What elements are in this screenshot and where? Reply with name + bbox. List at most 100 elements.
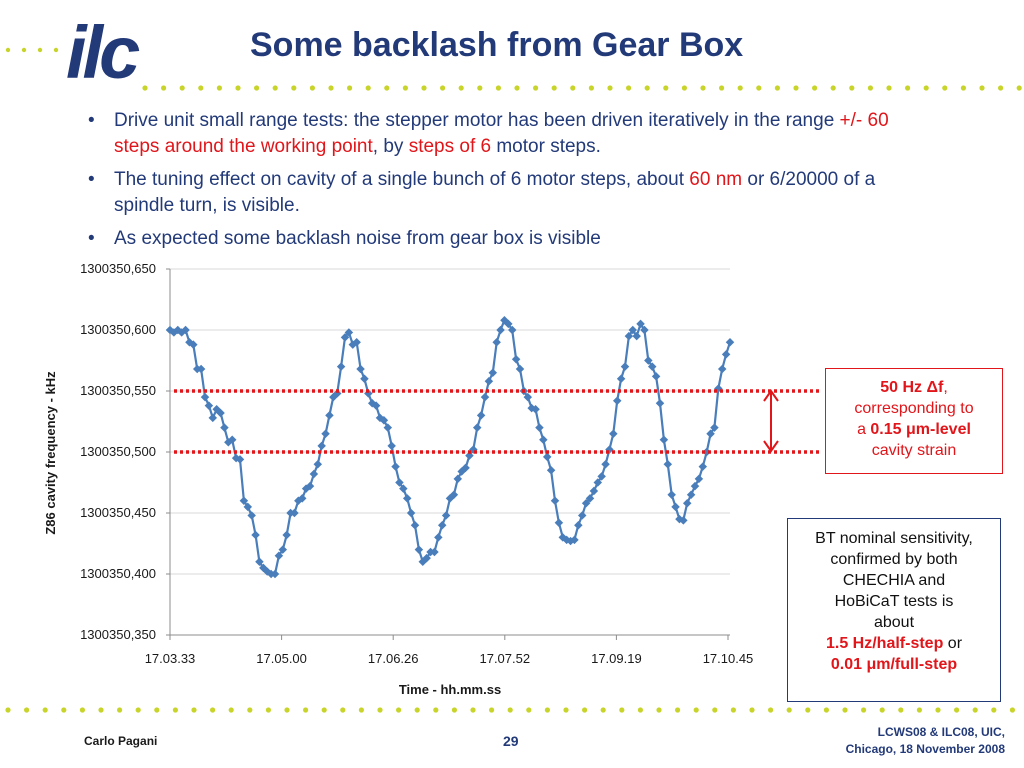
x-tick-label: 17.03.33 [145, 651, 196, 666]
data-point [511, 355, 521, 364]
data-point [216, 408, 225, 418]
y-tick-label: 1300350,450 [80, 505, 156, 520]
data-point [686, 490, 696, 499]
data-point [227, 435, 237, 445]
data-point [574, 520, 583, 530]
dot [458, 85, 464, 91]
dot [1016, 85, 1022, 91]
data-point [550, 496, 560, 506]
data-point [239, 496, 249, 506]
dot [272, 85, 278, 91]
y-tick-label: 1300350,550 [80, 383, 156, 398]
data-point [612, 396, 622, 406]
dot [247, 707, 253, 713]
dot [495, 85, 501, 91]
data-point [395, 478, 404, 487]
data-point [379, 416, 389, 425]
data-point [597, 472, 606, 481]
data-point [601, 459, 610, 469]
dot [935, 707, 941, 713]
dot [191, 707, 197, 713]
data-point [317, 441, 326, 451]
data-point [430, 547, 439, 557]
dot [117, 707, 123, 713]
dot [867, 85, 874, 91]
data-point [690, 481, 700, 491]
dot [172, 707, 178, 713]
dot [142, 85, 148, 91]
dot [396, 707, 402, 713]
dot [254, 85, 260, 91]
data-point [406, 508, 416, 518]
data-point [589, 486, 599, 496]
data-point [278, 545, 288, 554]
data-point [698, 462, 708, 471]
dot [533, 85, 539, 91]
y-tick-label: 1300350,600 [80, 322, 156, 337]
dot [526, 707, 532, 713]
data-point [570, 535, 579, 545]
data-point [717, 364, 727, 374]
dot [905, 85, 911, 91]
dot [514, 85, 520, 91]
dot [663, 85, 669, 91]
data-point [546, 466, 556, 475]
dot [216, 85, 222, 91]
data-point [488, 368, 498, 377]
dot [570, 85, 576, 91]
dot [849, 85, 855, 91]
data-point [391, 462, 400, 471]
data-point [208, 413, 218, 423]
x-axis-ticks: 17.03.33 17.05.00 17.06.26 17.07.52 17.09.19… [145, 635, 754, 666]
dot [61, 707, 67, 713]
data-point [305, 481, 315, 491]
x-tick-label: 17.06.26 [368, 651, 419, 666]
data-point [399, 484, 408, 493]
dot [582, 707, 588, 713]
dot [756, 85, 762, 91]
data-point [297, 494, 307, 503]
data-point [453, 474, 463, 484]
dot [291, 85, 297, 91]
data-point [472, 423, 482, 432]
dot [161, 85, 167, 91]
y-tick-label: 1300350,400 [80, 566, 156, 581]
bullet-list: Drive unit small range tests: the steppe… [88, 108, 938, 259]
dot [805, 707, 811, 713]
data-point [507, 325, 517, 335]
dot [79, 707, 85, 713]
dot [942, 85, 948, 91]
dot [588, 85, 595, 91]
dot [198, 85, 204, 91]
data-point [434, 533, 443, 542]
x-tick-label: 17.10.45 [703, 651, 754, 666]
data-point [667, 490, 676, 499]
data-point [282, 530, 291, 540]
dot [179, 85, 185, 91]
dot [440, 85, 446, 91]
data-point [461, 463, 470, 473]
dot [637, 707, 644, 713]
dot [402, 85, 408, 91]
y-axis-label: Z86 cavity frequency - kHz [43, 371, 58, 535]
data-point [356, 364, 365, 374]
dot [656, 707, 662, 713]
data-point [344, 328, 354, 337]
reference-lines [174, 389, 822, 454]
data-point [577, 511, 587, 520]
data-point [476, 411, 486, 420]
data-point [694, 474, 704, 484]
dot [607, 85, 613, 91]
data-point [251, 530, 260, 540]
dot [960, 85, 967, 91]
dot [284, 707, 290, 713]
data-point [220, 423, 229, 432]
data-point [437, 520, 447, 530]
dot [923, 85, 929, 91]
footer-event: LCWS08 & ILC08, UIC, Chicago, 18 Novembe… [845, 725, 1005, 756]
data-point [725, 337, 735, 347]
delta-f-callout: 50 Hz Δf, corresponding to a 0.15 μm-lev… [825, 368, 1003, 474]
data-point [542, 452, 552, 462]
dot [507, 707, 513, 713]
dot [737, 85, 743, 91]
